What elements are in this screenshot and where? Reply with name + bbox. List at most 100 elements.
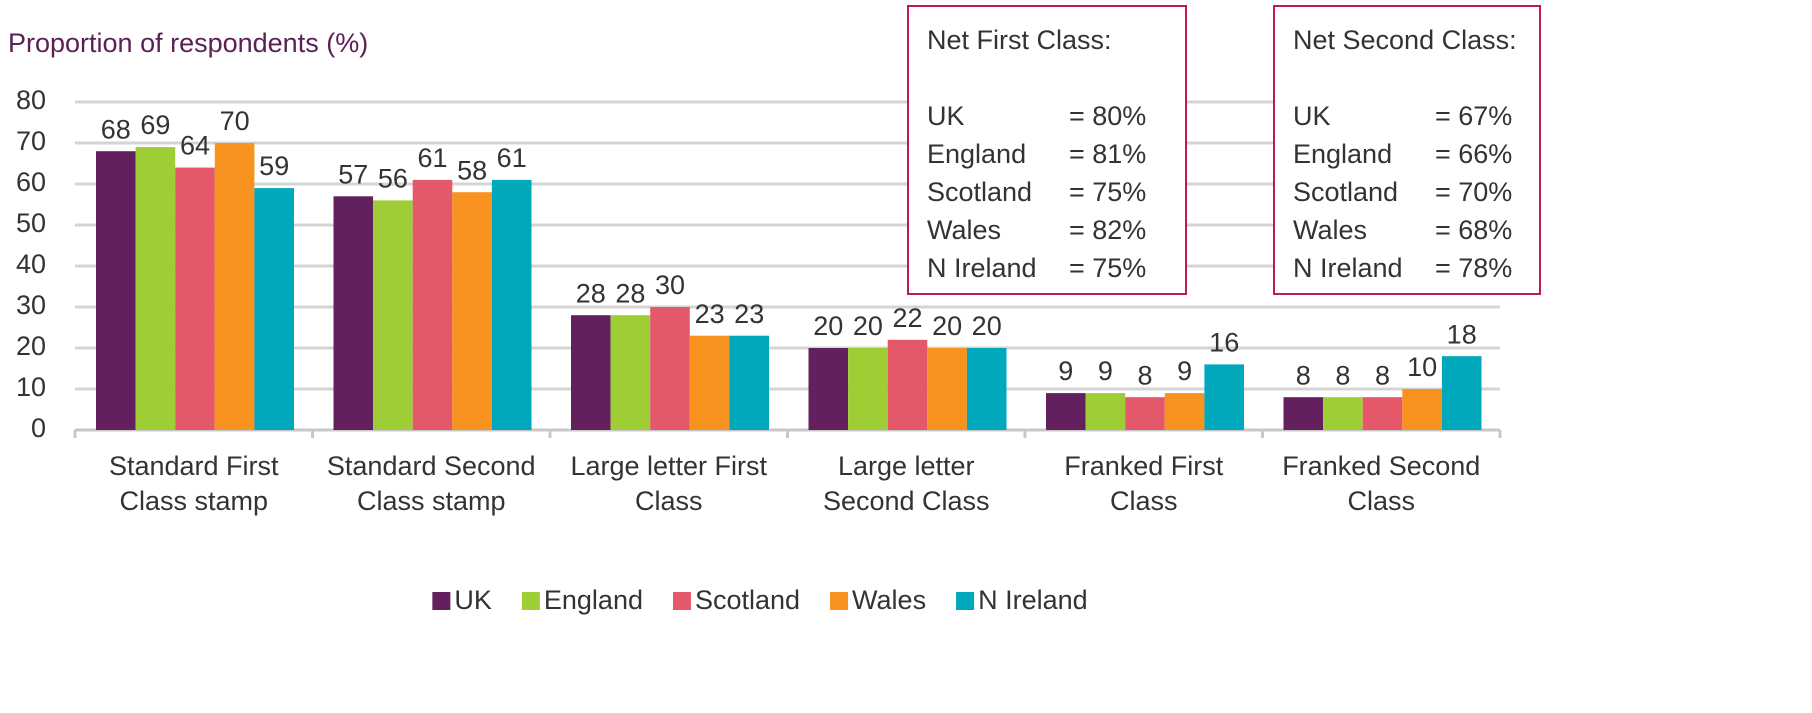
data-label: 23: [695, 299, 725, 329]
y-tick-label: 20: [16, 331, 46, 361]
annotation-label: N Ireland: [927, 253, 1037, 283]
x-tick-label: Large letter Second Class: [822, 451, 990, 516]
annotation-title: Net First Class:: [927, 25, 1112, 55]
data-label: 22: [892, 303, 922, 333]
annotation-label: N Ireland: [1293, 253, 1403, 283]
annotation-label: Wales: [1293, 215, 1368, 245]
legend: UK England Scotland Wales N Ireland: [432, 585, 1088, 615]
annotation-box: Net First Class: UK = 80% England = 81% Scotl…: [907, 5, 1187, 295]
bar: [1085, 393, 1126, 430]
legend-swatch: [432, 592, 451, 610]
annotation-value: = 81%: [1069, 139, 1147, 169]
data-label: 8: [1296, 360, 1311, 390]
legend-label: Scotland: [695, 585, 800, 615]
bar: [175, 167, 215, 430]
bar: [214, 143, 255, 430]
data-label: 58: [457, 155, 487, 185]
bar: [689, 335, 730, 430]
bar: [610, 315, 651, 430]
bar: [373, 200, 413, 430]
data-label: 9: [1177, 356, 1192, 386]
data-label: 28: [576, 278, 606, 308]
data-label: 20: [813, 311, 843, 341]
bar: [1125, 397, 1165, 430]
y-tick-label: 30: [16, 290, 46, 320]
annotation-value: = 68%: [1435, 215, 1513, 245]
annotation-label: UK: [1293, 101, 1331, 131]
data-label: 8: [1137, 360, 1152, 390]
bar: [1164, 393, 1205, 430]
legend-label: England: [544, 585, 643, 615]
bar: [135, 147, 176, 430]
annotation-title: Net Second Class:: [1293, 25, 1517, 55]
data-label: 70: [220, 106, 250, 136]
bar: [491, 179, 532, 430]
bar: [333, 196, 374, 430]
annotation-box: Net Second Class: UK = 67% England = 66% Scot…: [1273, 5, 1541, 295]
annotation-label: UK: [927, 101, 965, 131]
annotation-label: Scotland: [927, 177, 1033, 207]
data-label: 61: [417, 143, 447, 173]
bar: [412, 179, 453, 430]
data-label: 64: [180, 131, 210, 161]
legend-label: N Ireland: [978, 585, 1088, 615]
bar: [887, 339, 928, 430]
bar: [927, 348, 967, 430]
data-label: 59: [259, 151, 289, 181]
y-tick-label: 70: [16, 126, 46, 156]
data-label: 30: [655, 270, 685, 300]
annotation-value: = 67%: [1435, 101, 1513, 131]
bar: [1441, 356, 1482, 430]
annotation-value: = 80%: [1069, 101, 1147, 131]
x-tick-label: Large letter First Class: [570, 451, 768, 516]
data-label: 56: [378, 164, 408, 194]
data-label: 68: [101, 114, 131, 144]
annotation-label: England: [927, 139, 1027, 169]
annotation-value: = 66%: [1435, 139, 1513, 169]
annotation-value: = 75%: [1069, 177, 1147, 207]
legend-swatch: [830, 592, 849, 610]
annotation-value: = 82%: [1069, 215, 1147, 245]
legend-label: Wales: [852, 585, 926, 615]
annotation-value: = 70%: [1435, 177, 1513, 207]
bar: [808, 348, 849, 430]
annotation-label: Scotland: [1293, 177, 1399, 207]
x-tick-label: Standard Second Class stamp: [326, 451, 536, 516]
bar: [966, 348, 1007, 430]
annotation-label: Wales: [927, 215, 1002, 245]
data-label: 9: [1058, 356, 1073, 386]
y-tick-label: 0: [31, 413, 46, 443]
data-label: 20: [972, 311, 1002, 341]
bar: [1204, 364, 1244, 430]
data-label: 8: [1375, 360, 1390, 390]
data-label: 20: [853, 311, 883, 341]
bar: [1323, 397, 1363, 430]
annotation-value: = 75%: [1069, 253, 1147, 283]
bar: [1046, 393, 1086, 430]
y-tick-label: 60: [16, 167, 46, 197]
bar: [650, 307, 690, 430]
legend-swatch: [956, 592, 975, 610]
bar: [848, 348, 888, 430]
bar: [96, 151, 136, 430]
data-label: 69: [140, 110, 170, 140]
data-label: 20: [932, 311, 962, 341]
data-label: 8: [1335, 360, 1350, 390]
data-label: 9: [1098, 356, 1113, 386]
data-label: 16: [1209, 328, 1239, 358]
x-tick-label: Franked Second Class: [1282, 451, 1481, 516]
annotation-label: England: [1293, 139, 1393, 169]
annotation-value: = 78%: [1435, 253, 1513, 283]
y-tick-label: 10: [16, 372, 46, 402]
y-axis-label: Proportion of respondents (%): [8, 28, 368, 58]
legend-label: UK: [454, 585, 492, 615]
bar: [1283, 397, 1324, 430]
bar: [571, 315, 611, 430]
bar: [1402, 389, 1442, 430]
data-label: 57: [338, 159, 368, 189]
data-label: 10: [1407, 352, 1437, 382]
data-label: 18: [1447, 319, 1477, 349]
data-label: 23: [734, 299, 764, 329]
